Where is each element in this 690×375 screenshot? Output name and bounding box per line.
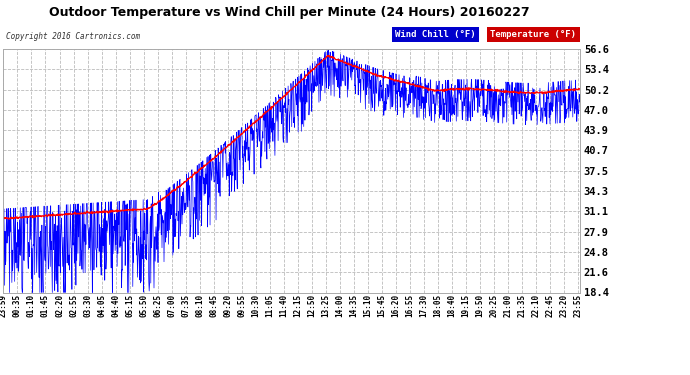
Text: Temperature (°F): Temperature (°F) [491, 30, 576, 39]
Text: Copyright 2016 Cartronics.com: Copyright 2016 Cartronics.com [6, 32, 139, 41]
Text: Outdoor Temperature vs Wind Chill per Minute (24 Hours) 20160227: Outdoor Temperature vs Wind Chill per Mi… [50, 6, 530, 19]
Text: Wind Chill (°F): Wind Chill (°F) [395, 30, 476, 39]
